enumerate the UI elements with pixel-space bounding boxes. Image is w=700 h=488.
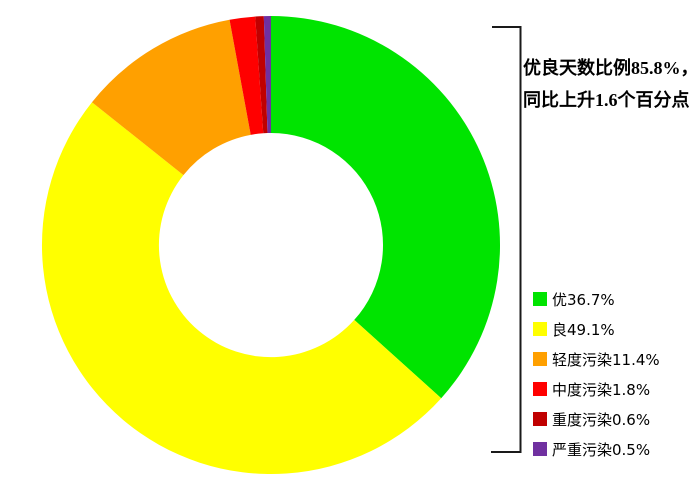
legend-swatch-severe-pollution — [533, 442, 547, 456]
legend-item-light-pollution: 轻度污染11.4% — [533, 351, 660, 369]
pie-slice-5 — [263, 15, 271, 134]
annotation-line-1: 优良天数比例85.8%， — [523, 52, 699, 84]
pie-slice-2 — [91, 19, 251, 176]
legend-item-severe-pollution: 严重污染0.5% — [533, 441, 660, 459]
annotation-text: ， — [680, 58, 699, 78]
annotation-text: 同比上升 — [523, 90, 595, 110]
legend-label-light-pollution: 轻度污染11.4% — [552, 350, 660, 369]
annotation-text: 优良天数比例 — [523, 58, 631, 78]
legend: 优36.7% 良49.1% 轻度污染11.4% 中度污染1.8% 重度污染0.6… — [533, 291, 660, 472]
legend-swatch-light-pollution — [533, 352, 547, 366]
legend-label-moderate-pollution: 中度污染1.8% — [552, 380, 651, 399]
legend-label-heavy-pollution: 重度污染0.6% — [552, 410, 651, 429]
legend-label-severe-pollution: 严重污染0.5% — [552, 440, 651, 459]
callout-bracket — [491, 26, 522, 453]
legend-swatch-moderate-pollution — [533, 382, 547, 396]
legend-item-moderate-pollution: 中度污染1.8% — [533, 381, 660, 399]
legend-label-good: 良49.1% — [552, 320, 615, 339]
legend-item-heavy-pollution: 重度污染0.6% — [533, 411, 660, 429]
legend-item-excellent: 优36.7% — [533, 291, 660, 309]
pie-slice-0 — [271, 16, 501, 399]
annotation-callout: 优良天数比例85.8%， 同比上升1.6个百分点 — [523, 52, 699, 116]
legend-item-good: 良49.1% — [533, 321, 660, 339]
pie-slice-3 — [229, 16, 264, 135]
legend-swatch-good — [533, 322, 547, 336]
annotation-text: 个百分点 — [617, 90, 690, 110]
legend-label-excellent: 优36.7% — [552, 290, 615, 309]
pie-slice-4 — [255, 16, 268, 134]
annotation-value: 85.8% — [631, 58, 681, 78]
annotation-value: 1.6 — [595, 90, 618, 110]
pie-slice-1 — [41, 102, 442, 475]
legend-swatch-heavy-pollution — [533, 412, 547, 426]
legend-swatch-excellent — [533, 292, 547, 306]
donut-slices — [41, 15, 501, 475]
annotation-line-2: 同比上升1.6个百分点 — [523, 84, 699, 116]
